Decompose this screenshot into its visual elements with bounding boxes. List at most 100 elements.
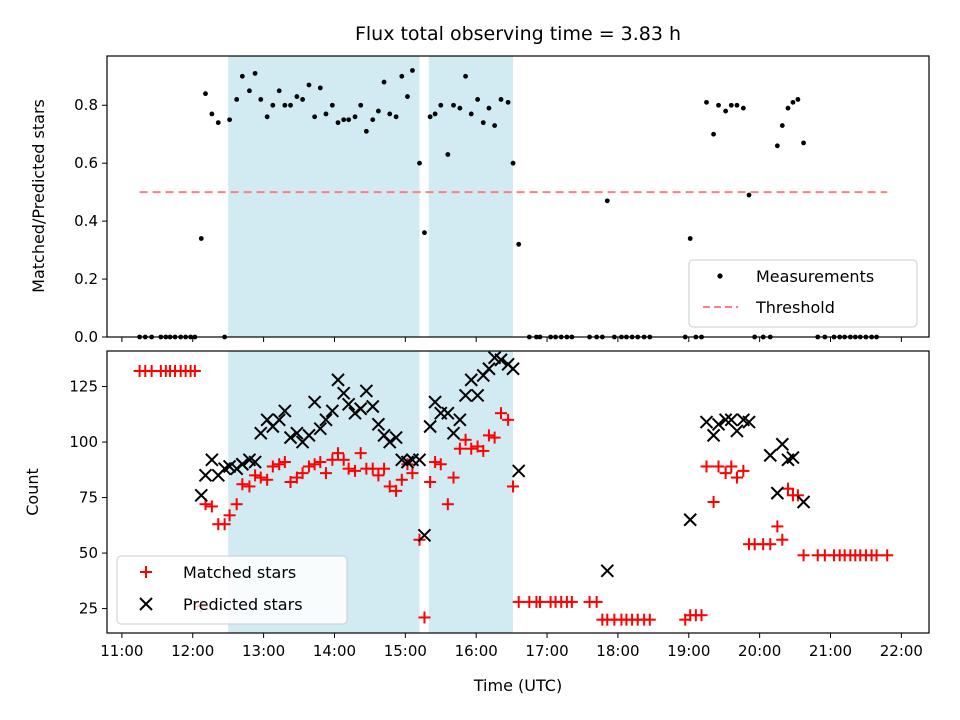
measurement-point bbox=[492, 123, 498, 128]
predicted-star-point bbox=[198, 468, 213, 483]
legend-matched-marker bbox=[140, 566, 152, 578]
x-tick-label: 22:00 bbox=[880, 642, 923, 660]
matched-star-point bbox=[447, 471, 460, 484]
measurement-point bbox=[258, 97, 264, 102]
measurement-point bbox=[463, 73, 468, 79]
measurement-point bbox=[795, 97, 801, 102]
matched-star-point bbox=[284, 476, 297, 489]
predicted-star-point bbox=[307, 395, 322, 409]
matched-star-point bbox=[372, 469, 385, 482]
matched-star-point bbox=[349, 464, 362, 477]
matched-star-point bbox=[261, 473, 274, 486]
measurement-point bbox=[774, 143, 780, 149]
matched-star-point bbox=[781, 482, 794, 495]
measurement-point bbox=[498, 97, 504, 102]
y-tick-label: 125 bbox=[69, 378, 98, 396]
measurement-point bbox=[422, 230, 427, 236]
x-tick-label: 21:00 bbox=[809, 642, 852, 660]
y-tick-label: 0.8 bbox=[74, 96, 98, 114]
predicted-star-point bbox=[470, 388, 485, 403]
predicted-star-point bbox=[336, 386, 351, 400]
predicted-star-point bbox=[683, 513, 697, 527]
matched-star-point bbox=[791, 489, 804, 502]
measurement-point bbox=[209, 111, 215, 117]
predicted-star-point bbox=[412, 453, 427, 467]
matched-star-point bbox=[488, 431, 501, 444]
matched-star-point bbox=[507, 480, 520, 493]
predicted-star-point bbox=[730, 424, 744, 438]
measurement-point bbox=[746, 192, 752, 198]
legend-measurements-marker bbox=[717, 273, 723, 279]
legend-predicted-label: Predicted stars bbox=[183, 595, 303, 614]
predicted-star-point bbox=[512, 464, 526, 478]
predicted-star-point bbox=[272, 413, 286, 427]
matched-star-point bbox=[366, 462, 379, 475]
measurement-point bbox=[317, 85, 323, 91]
measurement-point bbox=[417, 160, 422, 166]
measurement-point bbox=[475, 97, 481, 102]
matched-star-point bbox=[771, 520, 784, 533]
measurement-point bbox=[432, 111, 438, 117]
predicted-star-point bbox=[417, 528, 432, 543]
measurement-point bbox=[438, 102, 444, 108]
measurement-point bbox=[393, 114, 399, 120]
matched-star-point bbox=[725, 460, 738, 473]
predicted-star-point bbox=[194, 488, 208, 503]
measurement-point bbox=[516, 241, 522, 247]
matched-star-point bbox=[424, 476, 437, 489]
top-y-axis-label: Matched/Predicted stars bbox=[29, 99, 48, 293]
matched-star-point bbox=[533, 595, 546, 608]
matched-star-point bbox=[249, 469, 262, 482]
predicted-star-point bbox=[371, 417, 386, 431]
predicted-star-point bbox=[428, 395, 442, 409]
predicted-star-point bbox=[366, 399, 380, 414]
measurement-point bbox=[505, 99, 511, 105]
predicted-star-point bbox=[763, 448, 777, 463]
predicted-star-point bbox=[706, 428, 721, 443]
measurement-point bbox=[790, 99, 796, 105]
matched-star-point bbox=[188, 364, 201, 377]
x-tick-label: 15:00 bbox=[384, 642, 427, 660]
matched-star-point bbox=[459, 433, 472, 446]
matched-star-point bbox=[494, 407, 507, 420]
matched-star-point bbox=[482, 429, 495, 442]
measurement-point bbox=[405, 94, 410, 99]
matched-star-point bbox=[326, 453, 339, 466]
matched-star-point bbox=[230, 498, 243, 511]
matched-star-point bbox=[429, 456, 442, 469]
predicted-star-point bbox=[786, 450, 800, 465]
predicted-star-point bbox=[205, 453, 219, 467]
bottom-legend: Matched stars Predicted stars bbox=[116, 555, 348, 625]
y-tick-label: 0.4 bbox=[74, 212, 98, 230]
chart-title: Flux total observing time = 3.83 h bbox=[355, 23, 681, 45]
predicted-star-point bbox=[453, 413, 467, 427]
predicted-star-point bbox=[278, 404, 292, 418]
measurement-point bbox=[352, 114, 358, 120]
measurement-point bbox=[740, 105, 746, 111]
matched-star-point bbox=[477, 444, 490, 457]
predicted-star-point bbox=[248, 455, 262, 469]
measurement-point bbox=[323, 111, 329, 117]
x-tick-label: 17:00 bbox=[525, 642, 568, 660]
measurement-point bbox=[734, 102, 740, 108]
matched-star-point bbox=[266, 460, 279, 473]
predicted-star-point bbox=[283, 430, 298, 445]
measurement-point bbox=[363, 128, 369, 134]
measurement-point bbox=[335, 120, 341, 126]
matched-star-point bbox=[342, 462, 355, 475]
predicted-star-point bbox=[325, 404, 340, 418]
matched-star-point bbox=[223, 509, 236, 522]
predicted-star-point bbox=[724, 413, 739, 427]
matched-star-point bbox=[243, 480, 256, 493]
matched-star-point bbox=[218, 518, 231, 531]
predicted-star-point bbox=[331, 373, 345, 387]
legend-predicted-marker bbox=[139, 597, 153, 611]
predicted-star-point bbox=[699, 415, 714, 429]
matched-star-point bbox=[302, 460, 315, 473]
measurement-point bbox=[370, 117, 376, 123]
matched-star-point bbox=[383, 480, 396, 493]
matched-star-point bbox=[881, 549, 894, 562]
top-panel: 0.0 0.2 0.4 0.6 0.8 Flux total observing tim… bbox=[29, 23, 930, 346]
x-tick-label: 12:00 bbox=[171, 642, 214, 660]
matched-star-point bbox=[870, 549, 883, 562]
